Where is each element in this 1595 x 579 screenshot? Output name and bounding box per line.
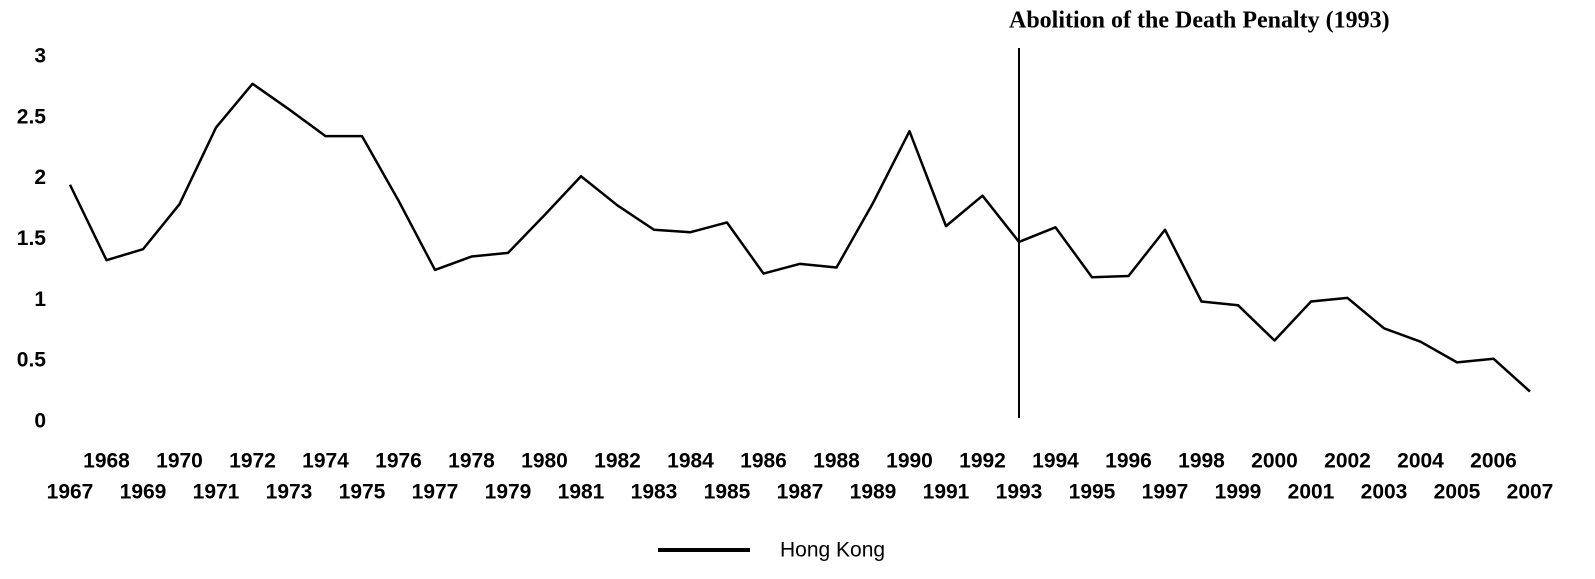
x-tick-label: 1968 bbox=[83, 450, 130, 473]
x-tick-label: 1972 bbox=[229, 450, 276, 473]
y-tick-label: 1.5 bbox=[17, 227, 47, 250]
x-tick-label: 1970 bbox=[156, 450, 203, 473]
x-tick-label: 1984 bbox=[667, 450, 714, 473]
x-tick-label: 1977 bbox=[412, 481, 459, 504]
x-tick-label: 1973 bbox=[266, 481, 313, 504]
x-tick-label: 1967 bbox=[47, 481, 94, 504]
y-tick-label: 0.5 bbox=[17, 349, 47, 372]
x-tick-label: 1987 bbox=[777, 481, 824, 504]
x-tick-label: 2006 bbox=[1470, 450, 1517, 473]
x-tick-label: 1999 bbox=[1215, 481, 1262, 504]
x-tick-label: 1971 bbox=[193, 481, 240, 504]
annotation: Abolition of the Death Penalty (1993) bbox=[1009, 8, 1390, 34]
x-tick-label: 1983 bbox=[631, 481, 678, 504]
x-tick-label: 2003 bbox=[1361, 481, 1408, 504]
line bbox=[68, 82, 1531, 393]
y-tick-label: 1 bbox=[34, 288, 46, 311]
x-tick-label: 1975 bbox=[339, 481, 386, 504]
x-tick-label: 2001 bbox=[1288, 481, 1335, 504]
x-tick-label: 1989 bbox=[850, 481, 897, 504]
x-tick-label: 1985 bbox=[704, 481, 751, 504]
x-tick-label: 1978 bbox=[448, 450, 495, 473]
x-tick-label: 1990 bbox=[886, 450, 933, 473]
x-tick-label: 1998 bbox=[1178, 450, 1225, 473]
x-tick-label: 2007 bbox=[1507, 481, 1554, 504]
x-tick-label: 1995 bbox=[1069, 481, 1116, 504]
x-tick-label: 2004 bbox=[1397, 450, 1444, 473]
x-tick-label: 1993 bbox=[996, 481, 1043, 504]
x-tick-label: 1988 bbox=[813, 450, 860, 473]
x-tick-label: 1976 bbox=[375, 450, 422, 473]
x-tick-label: 2002 bbox=[1324, 450, 1371, 473]
y-tick-label: 2 bbox=[34, 166, 46, 189]
x-tick-label: 1969 bbox=[120, 481, 167, 504]
x-tick-label: 1996 bbox=[1105, 450, 1152, 473]
x-tick-label: 2005 bbox=[1434, 481, 1481, 504]
x-tick-label: 1986 bbox=[740, 450, 787, 473]
x-tick-label: 1980 bbox=[521, 450, 568, 473]
x-tick-label: 1994 bbox=[1032, 450, 1079, 473]
x-tick-label: 1981 bbox=[558, 481, 605, 504]
x-tick-label: 1979 bbox=[485, 481, 532, 504]
x-tick-label: 2000 bbox=[1251, 450, 1298, 473]
y-tick-label: 2.5 bbox=[17, 105, 47, 128]
x-tick-label: 1997 bbox=[1142, 481, 1189, 504]
legend-label: Hong Kong bbox=[780, 539, 885, 562]
x-tick-label: 1992 bbox=[959, 450, 1006, 473]
x-tick-label: 1982 bbox=[594, 450, 641, 473]
y-tick-label: 0 bbox=[34, 410, 46, 433]
x-tick-label: 1974 bbox=[302, 450, 349, 473]
y-tick-label: 3 bbox=[34, 45, 46, 68]
x-tick-label: 1991 bbox=[923, 481, 970, 504]
